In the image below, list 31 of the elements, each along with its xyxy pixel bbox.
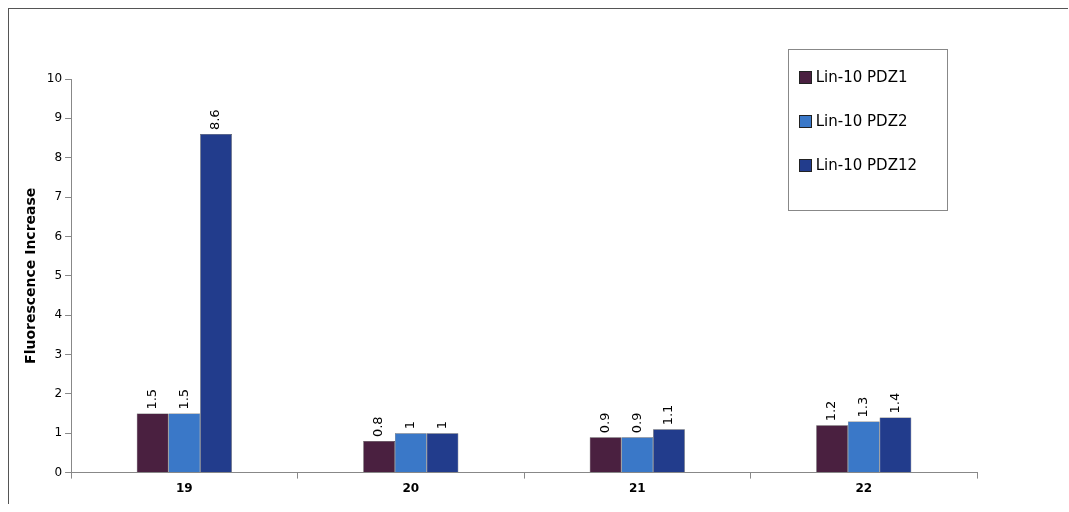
data-label: 0.8 bbox=[370, 416, 386, 438]
data-label: 1 bbox=[433, 420, 449, 430]
data-label: 1.5 bbox=[175, 388, 191, 410]
y-tick-label: 6 bbox=[54, 228, 63, 243]
y-tick-label: 3 bbox=[54, 346, 63, 361]
data-label: 1.4 bbox=[886, 392, 902, 414]
y-tick-label: 2 bbox=[54, 386, 63, 401]
data-label: 1.1 bbox=[660, 404, 676, 426]
x-tick-label: 22 bbox=[855, 480, 873, 495]
y-tick-label: 8 bbox=[54, 149, 63, 164]
data-label: 1.3 bbox=[855, 396, 871, 418]
x-tick-label: 19 bbox=[175, 480, 193, 495]
data-label: 8.6 bbox=[207, 109, 223, 131]
y-axis-title: Fluorescence Increase bbox=[22, 187, 39, 364]
y-tick-label: 4 bbox=[54, 307, 63, 322]
data-label: 1.2 bbox=[823, 400, 839, 422]
data-label: 1 bbox=[402, 420, 418, 430]
legend-label: Lin-10 PDZ2 bbox=[815, 112, 908, 130]
x-tick-label: 20 bbox=[402, 480, 420, 495]
x-tick-label: 21 bbox=[628, 480, 646, 495]
data-label: 1.5 bbox=[143, 388, 159, 410]
y-tick-label: 7 bbox=[54, 189, 63, 204]
legend-label: Lin-10 PDZ1 bbox=[815, 68, 908, 86]
y-tick-label: 1 bbox=[54, 425, 63, 440]
y-tick-label: 0 bbox=[54, 464, 63, 479]
data-label: 0.9 bbox=[628, 412, 644, 434]
y-tick-label: 9 bbox=[54, 110, 63, 125]
data-label: 0.9 bbox=[596, 412, 612, 434]
y-tick-label: 10 bbox=[46, 71, 63, 86]
legend-label: Lin-10 PDZ12 bbox=[815, 156, 917, 174]
y-tick-label: 5 bbox=[54, 267, 63, 282]
